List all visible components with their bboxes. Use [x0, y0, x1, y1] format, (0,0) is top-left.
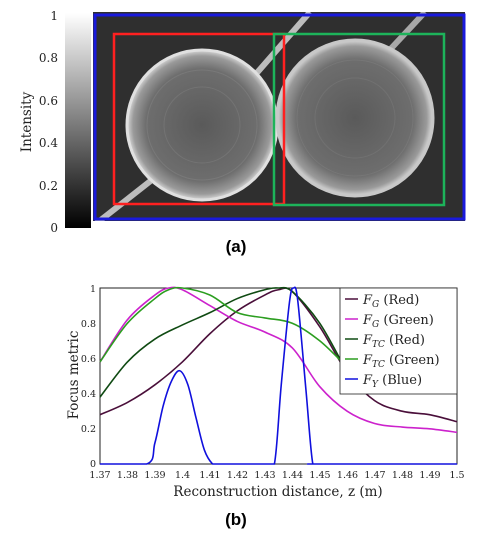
hologram-image — [93, 12, 465, 221]
x-tick-10: 1.47 — [364, 470, 385, 481]
x-tick-3: 1.4 — [175, 470, 190, 481]
colorbar-ticks: 0 0.2 0.4 0.6 0.8 1 — [39, 9, 58, 235]
x-axis-title: Reconstruction distance, z (m) — [173, 484, 382, 500]
y-axis-title: Focus metric — [66, 331, 82, 420]
series-line-4 — [99, 286, 457, 465]
x-tick-7: 1.44 — [282, 470, 303, 481]
legend-entry-0: FG (Red) — [345, 293, 419, 310]
colorbar-label: Intensity — [19, 91, 35, 152]
panel-b: Focus metric Reconstruction distance, z … — [66, 284, 465, 529]
y-tick-5: 1 — [90, 284, 96, 295]
legend-box — [339, 287, 458, 395]
series-line-2 — [99, 286, 348, 398]
y-tick-4: 0.8 — [81, 319, 96, 330]
series-line-1 — [99, 286, 458, 434]
x-tick-9: 1.46 — [337, 470, 358, 481]
legend-label-2: FTC (Red) — [362, 333, 425, 350]
panel-a-label: (a) — [226, 237, 247, 256]
series-line-0 — [99, 287, 458, 423]
colorbar-tick-2: 0.4 — [39, 136, 58, 150]
y-tick-0: 0 — [90, 459, 96, 470]
legend-label-1: FG (Green) — [362, 313, 434, 330]
legend-entry-4: FY (Blue) — [345, 373, 422, 390]
x-tick-4: 1.41 — [199, 470, 220, 481]
colorbar-tick-0: 0 — [50, 221, 58, 235]
legend-label-4: FY (Blue) — [362, 373, 422, 390]
x-tick-1: 1.38 — [117, 470, 138, 481]
panel-a: Intensity 0 0.2 0.4 0.6 0.8 1 (a) — [19, 9, 466, 256]
y-tick-1: 0.2 — [81, 424, 96, 435]
colorbar — [65, 13, 91, 228]
x-tick-0: 1.37 — [89, 470, 110, 481]
legend-entry-2: FTC (Red) — [345, 333, 425, 350]
series-line-3 — [99, 286, 348, 368]
series-layer — [99, 286, 458, 465]
legend-label-3: FTC (Green) — [362, 353, 440, 370]
x-tick-8: 1.45 — [309, 470, 330, 481]
legend-entry-1: FG (Green) — [345, 313, 434, 330]
x-tick-2: 1.39 — [144, 470, 165, 481]
box-green — [272, 32, 446, 207]
x-tick-12: 1.49 — [419, 470, 440, 481]
legend-entry-3: FTC (Green) — [345, 353, 440, 370]
y-tick-labels: 0 0.2 0.4 0.6 0.8 1 — [81, 284, 96, 470]
colorbar-tick-4: 0.8 — [39, 51, 58, 65]
y-tick-2: 0.4 — [81, 389, 96, 400]
y-tick-3: 0.6 — [81, 354, 96, 365]
colorbar-tick-1: 0.2 — [39, 179, 58, 193]
panel-b-label: (b) — [225, 510, 247, 529]
x-tick-5: 1.42 — [227, 470, 248, 481]
box-blue — [93, 13, 466, 221]
colorbar-tick-5: 1 — [50, 9, 58, 23]
box-red — [112, 32, 286, 206]
legend: FG (Red) FG (Green) FTC (Red) FTC (Green… — [339, 287, 458, 395]
x-tick-11: 1.48 — [392, 470, 413, 481]
colorbar-tick-3: 0.6 — [39, 94, 58, 108]
x-tick-6: 1.43 — [254, 470, 275, 481]
x-tick-13: 1.5 — [449, 470, 464, 481]
x-tick-labels: 1.37 1.38 1.39 1.4 1.41 1.42 1.43 1.44 1… — [89, 470, 464, 481]
legend-label-0: FG (Red) — [362, 293, 419, 310]
